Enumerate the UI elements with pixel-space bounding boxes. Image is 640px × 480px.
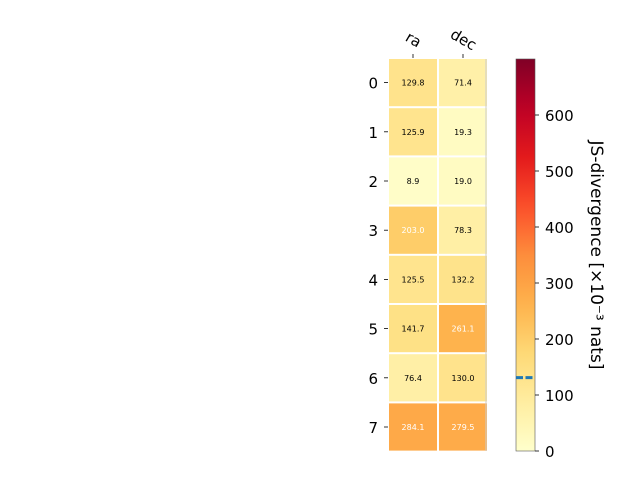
column-labels: ra dec <box>402 25 480 58</box>
cell-value-label: 261.1 <box>452 325 475 334</box>
colorbar: 0 100 200 300 400 500 600 JS-divergence … <box>515 58 606 461</box>
heatmap-cell <box>439 157 487 205</box>
heatmap-cell <box>439 255 487 303</box>
heatmap-cells: 129.8 71.4 125.9 19.3 8.9 19.0 203.0 78.3 125.5 1… <box>389 59 487 451</box>
colorbar-tick-label: 100 <box>545 387 574 405</box>
colorbar-tick-label: 500 <box>545 163 574 181</box>
cell-value-label: 125.9 <box>402 128 425 137</box>
heatmap-cell <box>389 354 437 402</box>
heatmap-cell <box>439 206 487 254</box>
row-label: 1 <box>368 124 378 142</box>
heatmap-cell <box>439 108 487 156</box>
row-label: 6 <box>368 370 378 388</box>
cell-value-label: 284.1 <box>402 423 425 432</box>
heatmap-cell <box>439 403 487 451</box>
heatmap-cell <box>439 354 487 402</box>
row-label: 4 <box>368 271 378 289</box>
heatmap-cell <box>389 108 437 156</box>
row-label: 2 <box>368 173 378 191</box>
heatmap-cell <box>439 305 487 353</box>
cell-value-label: 78.3 <box>454 226 472 235</box>
colorbar-gradient <box>515 58 536 452</box>
cell-value-label: 130.0 <box>452 374 475 383</box>
heatmap-cell <box>389 157 437 205</box>
row-label: 3 <box>368 222 378 240</box>
cell-value-label: 76.4 <box>404 374 422 383</box>
colorbar-tick-label: 400 <box>545 219 574 237</box>
row-label: 7 <box>368 419 378 437</box>
heatmap-cell <box>389 255 437 303</box>
column-label-dec: dec <box>447 25 479 54</box>
cell-value-label: 125.5 <box>402 275 425 284</box>
colorbar-tick-label: 200 <box>545 331 574 349</box>
colorbar-tick-label: 300 <box>545 275 574 293</box>
cell-value-label: 203.0 <box>402 226 425 235</box>
row-label: 5 <box>368 321 378 339</box>
cell-value-label: 129.8 <box>402 79 425 88</box>
colorbar-tick-label: 600 <box>545 107 574 125</box>
cell-value-label: 71.4 <box>454 79 472 88</box>
row-label: 0 <box>368 75 378 93</box>
cell-value-label: 19.3 <box>454 128 472 137</box>
cell-value-label: 8.9 <box>407 177 420 186</box>
heatmap-cell <box>389 59 437 107</box>
row-labels: 0 1 2 3 4 5 6 7 <box>368 75 388 437</box>
heatmap-cell <box>389 305 437 353</box>
cell-value-label: 279.5 <box>452 423 475 432</box>
heatmap-cell <box>389 403 437 451</box>
colorbar-label: JS-divergence [×10⁻³ nats] <box>586 140 606 370</box>
cell-value-label: 19.0 <box>454 177 472 186</box>
colorbar-tick-label: 0 <box>545 443 555 461</box>
column-label-ra: ra <box>402 28 424 51</box>
cell-value-label: 132.2 <box>452 275 475 284</box>
cell-value-label: 141.7 <box>402 325 425 334</box>
heatmap-cell <box>439 59 487 107</box>
heatmap-cell <box>389 206 437 254</box>
